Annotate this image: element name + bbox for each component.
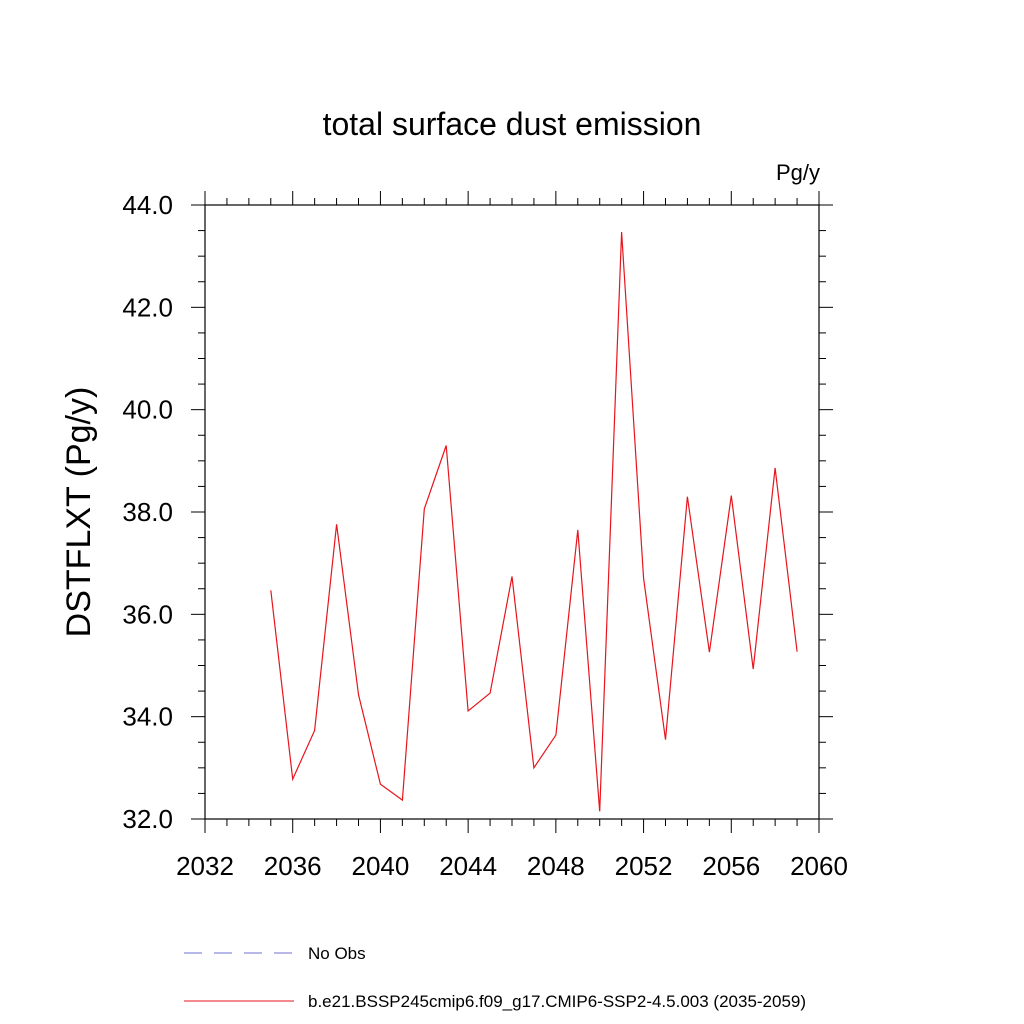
x-tick-label: 2048 (527, 851, 585, 881)
plot-frame (204, 204, 820, 820)
chart-title: total surface dust emission (323, 106, 702, 142)
x-tick-label: 2040 (352, 851, 410, 881)
y-tick-label: 38.0 (122, 497, 173, 527)
legend-label: b.e21.BSSP245cmip6.f09_g17.CMIP6-SSP2-4.… (308, 992, 806, 1011)
x-tick-label: 2060 (790, 851, 848, 881)
y-tick-label: 34.0 (122, 702, 173, 732)
y-tick-label: 44.0 (122, 190, 173, 220)
y-axis-label: DSTFLXT (Pg/y) (60, 387, 98, 638)
units-label: Pg/y (776, 160, 820, 185)
x-tick-label: 2036 (264, 851, 322, 881)
legend-label: No Obs (308, 944, 366, 963)
series-line (270, 232, 798, 812)
y-tick-label: 42.0 (122, 292, 173, 322)
axis-ticks (191, 191, 833, 833)
y-tick-label: 36.0 (122, 599, 173, 629)
x-tick-label: 2032 (176, 851, 234, 881)
series-group (270, 232, 798, 812)
x-tick-label: 2056 (702, 851, 760, 881)
y-tick-label: 40.0 (122, 395, 173, 425)
legend: No Obs b.e21.BSSP245cmip6.f09_g17.CMIP6-S… (184, 944, 806, 1011)
axis-tick-labels: 2032 2036 2040 2044 2048 2052 2056 2060 32.0 34.0… (122, 190, 848, 881)
y-tick-label: 32.0 (122, 804, 173, 834)
x-tick-label: 2052 (615, 851, 673, 881)
x-tick-label: 2044 (439, 851, 497, 881)
